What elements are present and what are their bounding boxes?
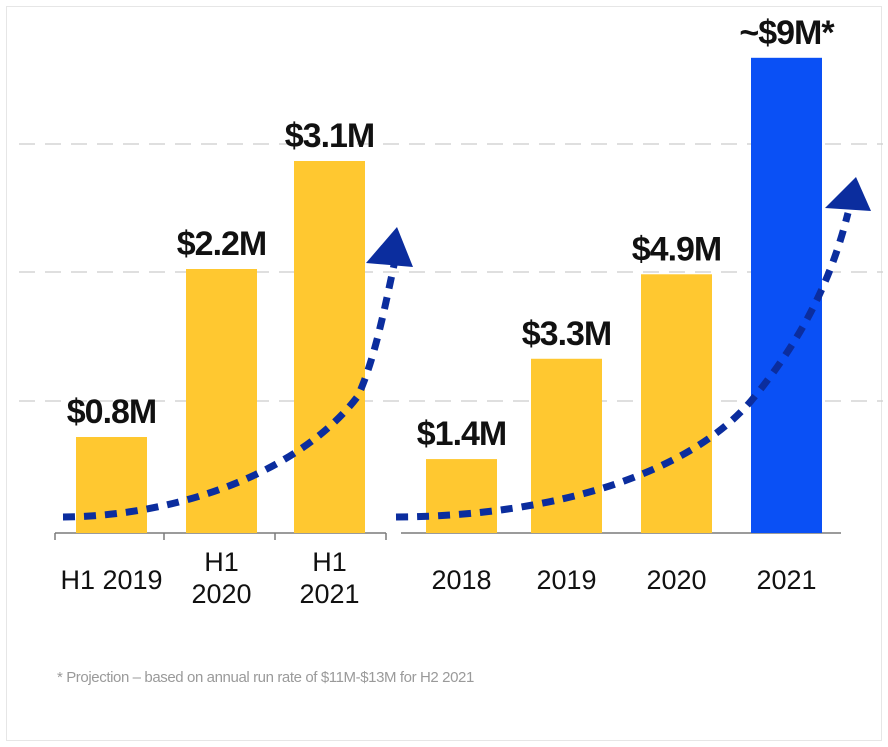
bar bbox=[426, 459, 497, 533]
x-tick-label: 2021 bbox=[756, 565, 816, 595]
x-tick-label: 2020 bbox=[646, 565, 706, 595]
x-tick-label: H1 2021 bbox=[299, 547, 359, 609]
data-label: $4.9M bbox=[632, 230, 722, 268]
x-tick-label: 2019 bbox=[536, 565, 596, 595]
data-label: $3.1M bbox=[285, 117, 375, 155]
footnote: * Projection – based on annual run rate … bbox=[57, 669, 474, 686]
trend-arrow-head bbox=[825, 177, 871, 211]
x-tick-label: 2018 bbox=[431, 565, 491, 595]
trend-arrow-head bbox=[366, 227, 413, 267]
bar bbox=[751, 57, 822, 534]
data-label: $1.4M bbox=[417, 415, 507, 453]
chart-card: $0.8M H1 2019 $2.2M H1 2020 $3.1M H1 2021 $1.4M 2… bbox=[6, 6, 883, 741]
bar bbox=[186, 269, 257, 533]
x-tick-label: H1 2019 bbox=[60, 565, 162, 595]
data-label: $0.8M bbox=[67, 393, 157, 431]
bar bbox=[531, 358, 602, 533]
data-label: $3.3M bbox=[522, 315, 612, 353]
data-label: ~$9M* bbox=[739, 14, 835, 52]
trend-arrow-line bbox=[62, 255, 400, 521]
trend-arrow-line bbox=[395, 212, 852, 521]
bar bbox=[294, 161, 365, 533]
x-tick-label: H1 2020 bbox=[191, 547, 251, 609]
bar-charts: $0.8M H1 2019 $2.2M H1 2020 $3.1M H1 2021 $1.4M 2… bbox=[19, 14, 883, 609]
bar bbox=[641, 274, 712, 533]
data-label: $2.2M bbox=[177, 225, 267, 263]
